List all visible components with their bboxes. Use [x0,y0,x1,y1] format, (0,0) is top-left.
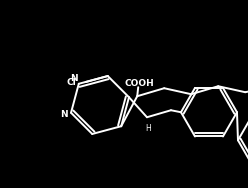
Text: Cl: Cl [67,77,77,86]
Text: N: N [70,74,78,83]
Text: COOH: COOH [124,79,154,88]
Text: N: N [61,110,68,119]
Text: H: H [145,124,151,133]
